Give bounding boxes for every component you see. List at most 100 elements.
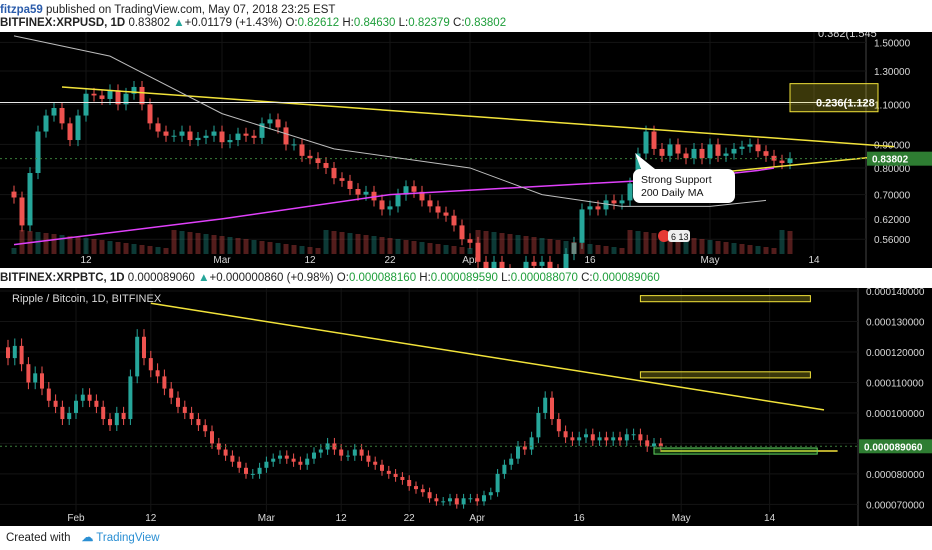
- candle-body: [94, 400, 99, 407]
- volume-bar: [315, 248, 321, 254]
- candle-body: [393, 473, 398, 477]
- pane-title: Ripple / Bitcoin, 1D, BITFINEX: [12, 293, 162, 305]
- candle-body: [123, 93, 129, 105]
- candle-body: [763, 151, 769, 156]
- volume-bar: [491, 232, 497, 254]
- volume-bar: [579, 243, 585, 254]
- volume-bar: [659, 234, 665, 254]
- candle-body: [284, 455, 289, 459]
- y-tick-label: 0.80000: [874, 164, 911, 175]
- candle-body: [643, 131, 649, 154]
- volume-bar: [643, 232, 649, 254]
- volume-bar: [427, 243, 433, 254]
- candle-body: [739, 146, 745, 149]
- volume-bar: [731, 243, 737, 254]
- candle-body: [579, 209, 585, 243]
- y-tick-labels: 1.500001.300001.100000.900000.800000.700…: [874, 38, 911, 246]
- up-arrow-icon: ▲: [173, 17, 185, 29]
- ma-200-line: [13, 167, 775, 246]
- candle-body: [499, 261, 505, 270]
- volume-bar: [107, 241, 113, 254]
- close-label-2: C:: [581, 272, 593, 284]
- tradingview-brand[interactable]: TradingView: [96, 532, 160, 544]
- candle-body: [339, 178, 345, 181]
- volume-bar: [115, 242, 121, 254]
- volume-bar: [419, 242, 425, 254]
- symbol-name: BITFINEX:XRPUSD, 1D: [0, 17, 126, 29]
- candle-body: [509, 458, 514, 465]
- volume-bar: [171, 230, 177, 254]
- candle-body: [386, 470, 391, 474]
- y-tick-label: 0.56000: [874, 235, 911, 246]
- x-tick-label: 14: [764, 513, 776, 524]
- low-value-2: 0.000088070: [510, 272, 578, 284]
- candle-body: [115, 90, 121, 105]
- candle-body: [373, 461, 378, 465]
- last-price-2: 0.000089060: [127, 272, 195, 284]
- volume-bars: [11, 230, 793, 254]
- x-tick-label: 12: [304, 255, 316, 266]
- candle-body: [611, 437, 616, 441]
- x-tick-labels: Feb 12 Mar 12 22 Apr 16 May 14: [67, 513, 775, 524]
- candle-body: [53, 400, 58, 407]
- xrpusd-chart[interactable]: 1.500001.300001.100000.900000.800000.700…: [0, 28, 932, 285]
- volume-bar: [91, 239, 97, 254]
- author-name[interactable]: fitzpa59: [0, 4, 43, 16]
- candle-body: [142, 336, 146, 359]
- volume-bar: [43, 233, 49, 254]
- volume-bar: [435, 244, 441, 254]
- candle-body: [604, 437, 609, 441]
- candles: [6, 329, 663, 509]
- volume-bar: [459, 247, 465, 254]
- candle-body: [715, 144, 721, 156]
- volume-bar: [203, 234, 209, 254]
- volume-bar: [611, 247, 617, 254]
- candle-body: [407, 480, 412, 487]
- candle-body: [755, 144, 761, 152]
- xrpbtc-chart-panel[interactable]: 0.000140000 0.000130000 0.000120000 0.00011…: [0, 287, 932, 526]
- candle-body: [67, 412, 72, 420]
- candle-body: [419, 191, 425, 201]
- candle-body: [550, 397, 554, 420]
- candle-body: [235, 133, 241, 141]
- candle-body: [448, 498, 452, 502]
- candle-body: [267, 119, 273, 124]
- candle-body: [80, 394, 85, 401]
- volume-bar: [99, 240, 105, 254]
- volume-bar: [363, 235, 369, 254]
- x-tick-label: 12: [80, 255, 92, 266]
- x-tick-label: Apr: [469, 513, 485, 524]
- volume-bar: [219, 236, 225, 254]
- volume-bar: [59, 235, 65, 254]
- volume-bar: [163, 248, 169, 254]
- last-price-tag: [867, 151, 932, 166]
- symbol-header-top: BITFINEX:XRPUSD, 1D 0.83802 ▲+0.01179 (+…: [0, 14, 932, 32]
- y-tick-label: 0.000140000: [866, 288, 925, 298]
- x-tick-label: 22: [384, 255, 396, 266]
- candle-body: [459, 225, 465, 240]
- high-value: 0.84630: [353, 17, 396, 29]
- volume-bar: [507, 234, 513, 254]
- candle-body: [169, 388, 174, 398]
- xrpbtc-chart[interactable]: 0.000140000 0.000130000 0.000120000 0.00011…: [0, 287, 932, 526]
- price-change: +0.01179 (+1.43%): [184, 17, 283, 29]
- volume-bar: [531, 237, 537, 254]
- symbol-name-2: BITFINEX:XRPBTC, 1D: [0, 272, 125, 284]
- candle-body: [75, 115, 81, 141]
- candle-body: [148, 358, 153, 371]
- candle-body: [347, 180, 353, 189]
- candle-body: [33, 373, 38, 383]
- volume-bar: [547, 239, 553, 254]
- volume-bar: [675, 236, 681, 254]
- volume-bar: [715, 241, 721, 254]
- volume-bar: [347, 233, 353, 254]
- volume-bar: [155, 247, 161, 254]
- low-label: L:: [398, 17, 409, 29]
- xrpusd-chart-panel[interactable]: 1.50000 1.30000 1.10000 0.90000 0.80000 0.700…: [0, 28, 932, 285]
- candle-body: [435, 206, 441, 213]
- zone-box: [789, 83, 879, 113]
- volume-bar: [603, 246, 609, 254]
- volume-bar: [699, 239, 705, 254]
- candle-body: [747, 144, 753, 147]
- candle-body: [611, 200, 617, 204]
